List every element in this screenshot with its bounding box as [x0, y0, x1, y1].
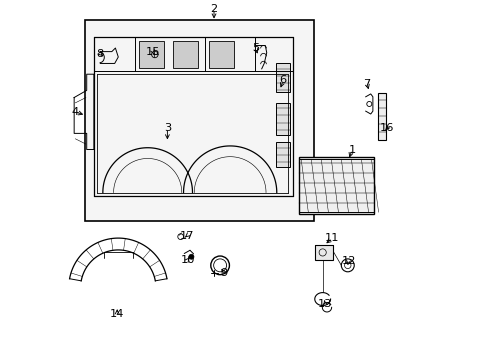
Text: 3: 3	[163, 123, 171, 133]
Text: 13: 13	[317, 299, 332, 309]
Circle shape	[188, 254, 194, 259]
Bar	[139, 41, 163, 68]
Text: 5: 5	[251, 43, 258, 53]
Bar	[85, 21, 314, 221]
Text: 16: 16	[379, 123, 394, 133]
Text: 9: 9	[220, 267, 227, 278]
Text: 14: 14	[110, 310, 124, 319]
Bar	[208, 41, 233, 68]
Bar	[298, 157, 373, 214]
Text: 1: 1	[348, 144, 355, 154]
Text: 11: 11	[325, 233, 339, 243]
Bar	[276, 142, 290, 167]
Text: 2: 2	[210, 4, 217, 14]
Text: 15: 15	[145, 46, 160, 57]
Bar	[378, 93, 386, 140]
Text: 12: 12	[341, 256, 355, 266]
Text: 7: 7	[363, 79, 370, 89]
Text: 17: 17	[180, 231, 194, 240]
Text: 10: 10	[180, 255, 195, 265]
Bar	[314, 244, 333, 260]
Bar	[276, 103, 290, 135]
Bar	[276, 63, 290, 92]
Text: 4: 4	[72, 107, 79, 117]
Text: 8: 8	[97, 49, 104, 59]
Text: 6: 6	[279, 75, 286, 85]
Bar	[172, 41, 198, 68]
